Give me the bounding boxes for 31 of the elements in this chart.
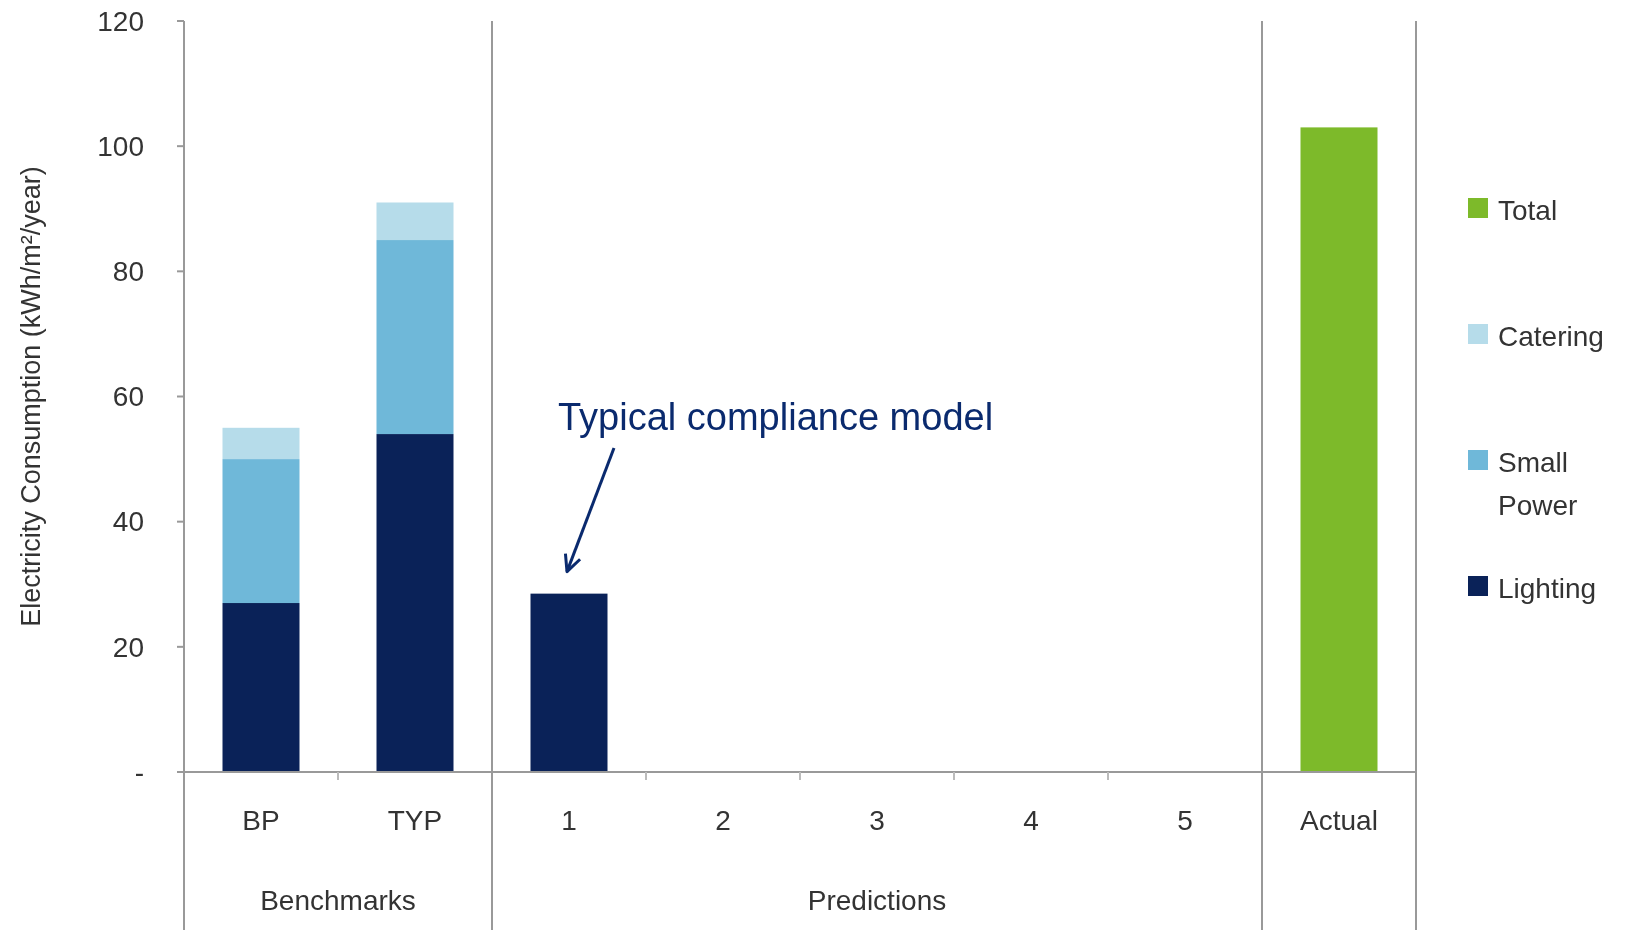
legend-label: Total bbox=[1498, 194, 1558, 226]
bar bbox=[376, 434, 454, 772]
x-tick-label: 3 bbox=[869, 805, 885, 836]
y-axis-title: Electricity Consumption (kWh/m²/year) bbox=[16, 166, 46, 627]
y-tick-label: 100 bbox=[97, 130, 144, 162]
bar bbox=[376, 202, 454, 241]
x-tick-label: 5 bbox=[1177, 805, 1193, 836]
text: Benchmarks bbox=[260, 885, 416, 916]
annotation: Typical compliance model bbox=[558, 396, 994, 438]
y-tick-label: 20 bbox=[112, 631, 144, 663]
bar bbox=[376, 240, 454, 435]
x-tick-label: TYP bbox=[387, 805, 443, 836]
x-tick-label: 1 bbox=[561, 805, 577, 836]
bar bbox=[222, 603, 300, 772]
x-tick-label: BP bbox=[242, 805, 280, 836]
y-tick-label: 120 bbox=[97, 5, 144, 37]
y-tick-label: 40 bbox=[112, 506, 144, 538]
legend-label: Lighting bbox=[1498, 572, 1597, 604]
y-tick-label: - bbox=[134, 756, 144, 788]
y-tick-label: 60 bbox=[112, 381, 144, 413]
legend-label: Catering bbox=[1498, 320, 1604, 352]
x-tick-label: 2 bbox=[715, 805, 731, 836]
bar bbox=[222, 427, 300, 460]
legend-label: Small Power bbox=[1498, 446, 1578, 522]
bar bbox=[222, 459, 300, 604]
y-tick-label: 80 bbox=[112, 256, 144, 288]
x-tick-label: 4 bbox=[1023, 805, 1039, 836]
bar bbox=[530, 593, 608, 772]
text: Predictions bbox=[807, 885, 947, 916]
bar bbox=[1300, 127, 1378, 772]
x-tick-label: Actual bbox=[1300, 805, 1378, 836]
